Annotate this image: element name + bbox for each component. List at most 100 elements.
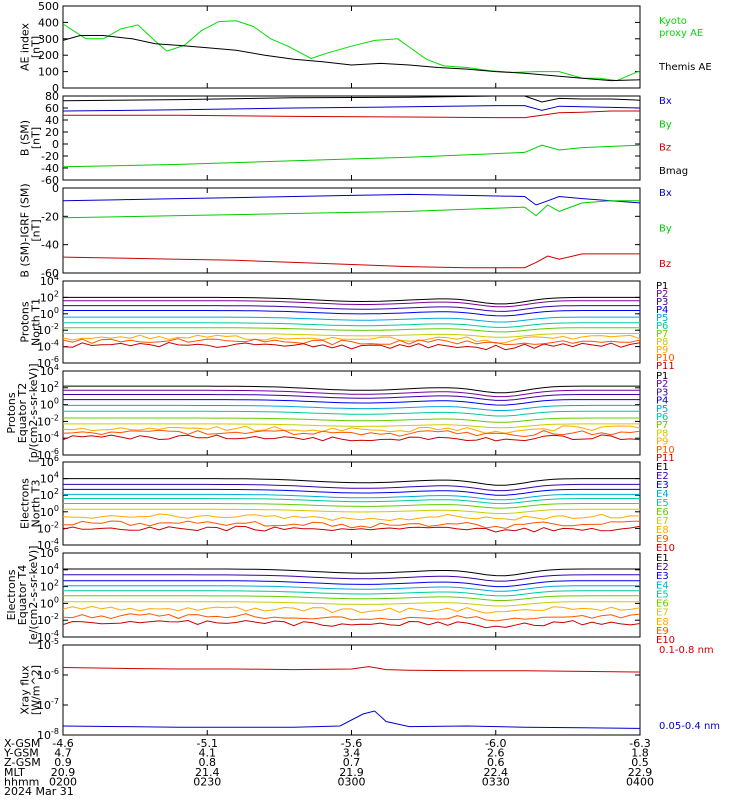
legend-entry: E8	[656, 617, 669, 628]
series-line-p4	[63, 399, 640, 406]
y-tick-label: 100	[40, 397, 59, 412]
series-line-p8	[63, 333, 640, 338]
orbit-row-label: Z-GSM	[4, 756, 41, 769]
orbit-value: -6.3	[629, 737, 650, 750]
series-line-e6	[63, 503, 640, 509]
legend-entry: Bx	[659, 188, 672, 199]
y-tick-label: 0	[52, 182, 59, 195]
series-line-p9	[62, 334, 641, 344]
y-tick-label: 10-2	[37, 413, 59, 428]
series-line-bx	[62, 193, 641, 206]
legend-entry: P6	[656, 412, 668, 423]
series-line-p7	[63, 417, 640, 423]
legend-entry: P9	[656, 437, 668, 448]
legend-entry: By	[659, 224, 672, 235]
legend-entry: P8	[656, 337, 668, 348]
series-line-e9	[62, 613, 641, 622]
series-line-p2	[63, 389, 640, 398]
legend-entry: 0.05-0.4 nm	[659, 721, 720, 732]
orbit-value: 0300	[338, 775, 366, 788]
series-line-e1	[63, 568, 640, 577]
orbit-value: 0330	[482, 775, 510, 788]
series-line-e10	[62, 619, 641, 629]
orbit-value: 0230	[193, 775, 221, 788]
legend-entry: P3	[656, 297, 668, 308]
legend-entry: E2	[656, 471, 669, 482]
legend-entry: P7	[656, 329, 668, 340]
legend-entry: P5	[656, 404, 668, 415]
orbit-value: 20.9	[51, 766, 76, 779]
y-axis-label: [p/(cm2-s-sr-keV)]	[27, 363, 40, 462]
legend-entry: E10	[656, 635, 675, 646]
legend-entry: P4	[656, 305, 668, 316]
y-tick-label: 200	[38, 49, 59, 62]
y-tick-label: -60	[41, 174, 59, 187]
legend-entry: E6	[656, 599, 669, 610]
legend-entry: Kyoto	[659, 16, 687, 27]
series-line-kyoto-proxy-ae	[62, 20, 641, 82]
panel-frame	[62, 187, 641, 274]
series-line-e8	[62, 605, 641, 614]
legend-entry: P2	[656, 289, 668, 300]
panel-8: 10-8 10-7 10-6 10-5 Xray flux[W/m^2] 0.1-0.8 …	[19, 637, 721, 742]
y-axis-label: [nT]	[30, 127, 43, 149]
series-line-e2	[63, 574, 640, 582]
series-line-e6	[63, 595, 640, 601]
series-line-p11	[62, 434, 641, 442]
legend-entry: E6	[656, 507, 669, 518]
legend-entry: E7	[656, 608, 669, 619]
orbit-value: 22.4	[484, 766, 509, 779]
series-line-p5	[63, 404, 640, 411]
series-line-by	[62, 200, 640, 219]
y-tick-label: 10-4	[37, 339, 59, 354]
orbit-value: 22.9	[628, 766, 653, 779]
y-tick-label: 106	[40, 545, 59, 560]
series-line-p10	[62, 429, 641, 438]
y-axis-label: North T3	[30, 480, 43, 528]
series-line-e7	[63, 601, 640, 607]
legend-entry: E3	[656, 571, 669, 582]
legend-entry: P4	[656, 396, 668, 407]
legend-entry: E10	[656, 543, 675, 554]
legend-entry: P10	[656, 445, 675, 456]
orbit-value: 0.8	[199, 756, 217, 769]
legend-entry: P11	[656, 453, 675, 464]
series-line-by	[62, 144, 641, 168]
series-line-p6	[63, 410, 640, 417]
y-tick-label: 10-2	[37, 322, 59, 337]
orbit-value: 0.7	[343, 756, 361, 769]
legend-entry: Bmag	[659, 166, 688, 177]
y-tick-label: 500	[38, 0, 59, 13]
series-line-p3	[63, 305, 640, 312]
orbit-value: -5.1	[197, 737, 218, 750]
date-label: 2024 Mar 31	[4, 785, 74, 798]
y-tick-label: 102	[40, 487, 59, 502]
series-line-p5	[63, 316, 640, 323]
y-tick-label: 0	[52, 138, 59, 151]
y-tick-label: 20	[45, 126, 59, 139]
series-line-p6	[63, 322, 640, 328]
legend-entry: Bz	[659, 259, 671, 270]
legend-entry: P7	[656, 420, 668, 431]
legend-entry: 0.1-0.8 nm	[659, 645, 714, 656]
y-axis-label: Protons	[5, 392, 18, 433]
series-line-p2	[63, 300, 640, 308]
y-tick-label: -40	[41, 239, 59, 252]
orbit-value: 0.5	[631, 756, 649, 769]
y-tick-label: 104	[40, 471, 59, 486]
series-line-e10	[62, 525, 641, 533]
y-tick-label: 100	[40, 504, 59, 519]
legend-entry: P6	[656, 321, 668, 332]
legend-entry: Bx	[659, 96, 672, 107]
legend-entry: Bz	[659, 143, 671, 154]
series-line-e1	[63, 478, 640, 486]
panel-3: -60 -40 -20 0 B (SM)-IGRF (SM)[nT] Bx By Bz	[19, 182, 672, 280]
legend-entry: E9	[656, 534, 669, 545]
series-line-0-1-0-8-nm	[62, 666, 641, 673]
y-tick-label: 102	[40, 289, 59, 304]
orbit-row-label: X-GSM	[4, 737, 40, 750]
y-tick-label: 104	[40, 562, 59, 577]
